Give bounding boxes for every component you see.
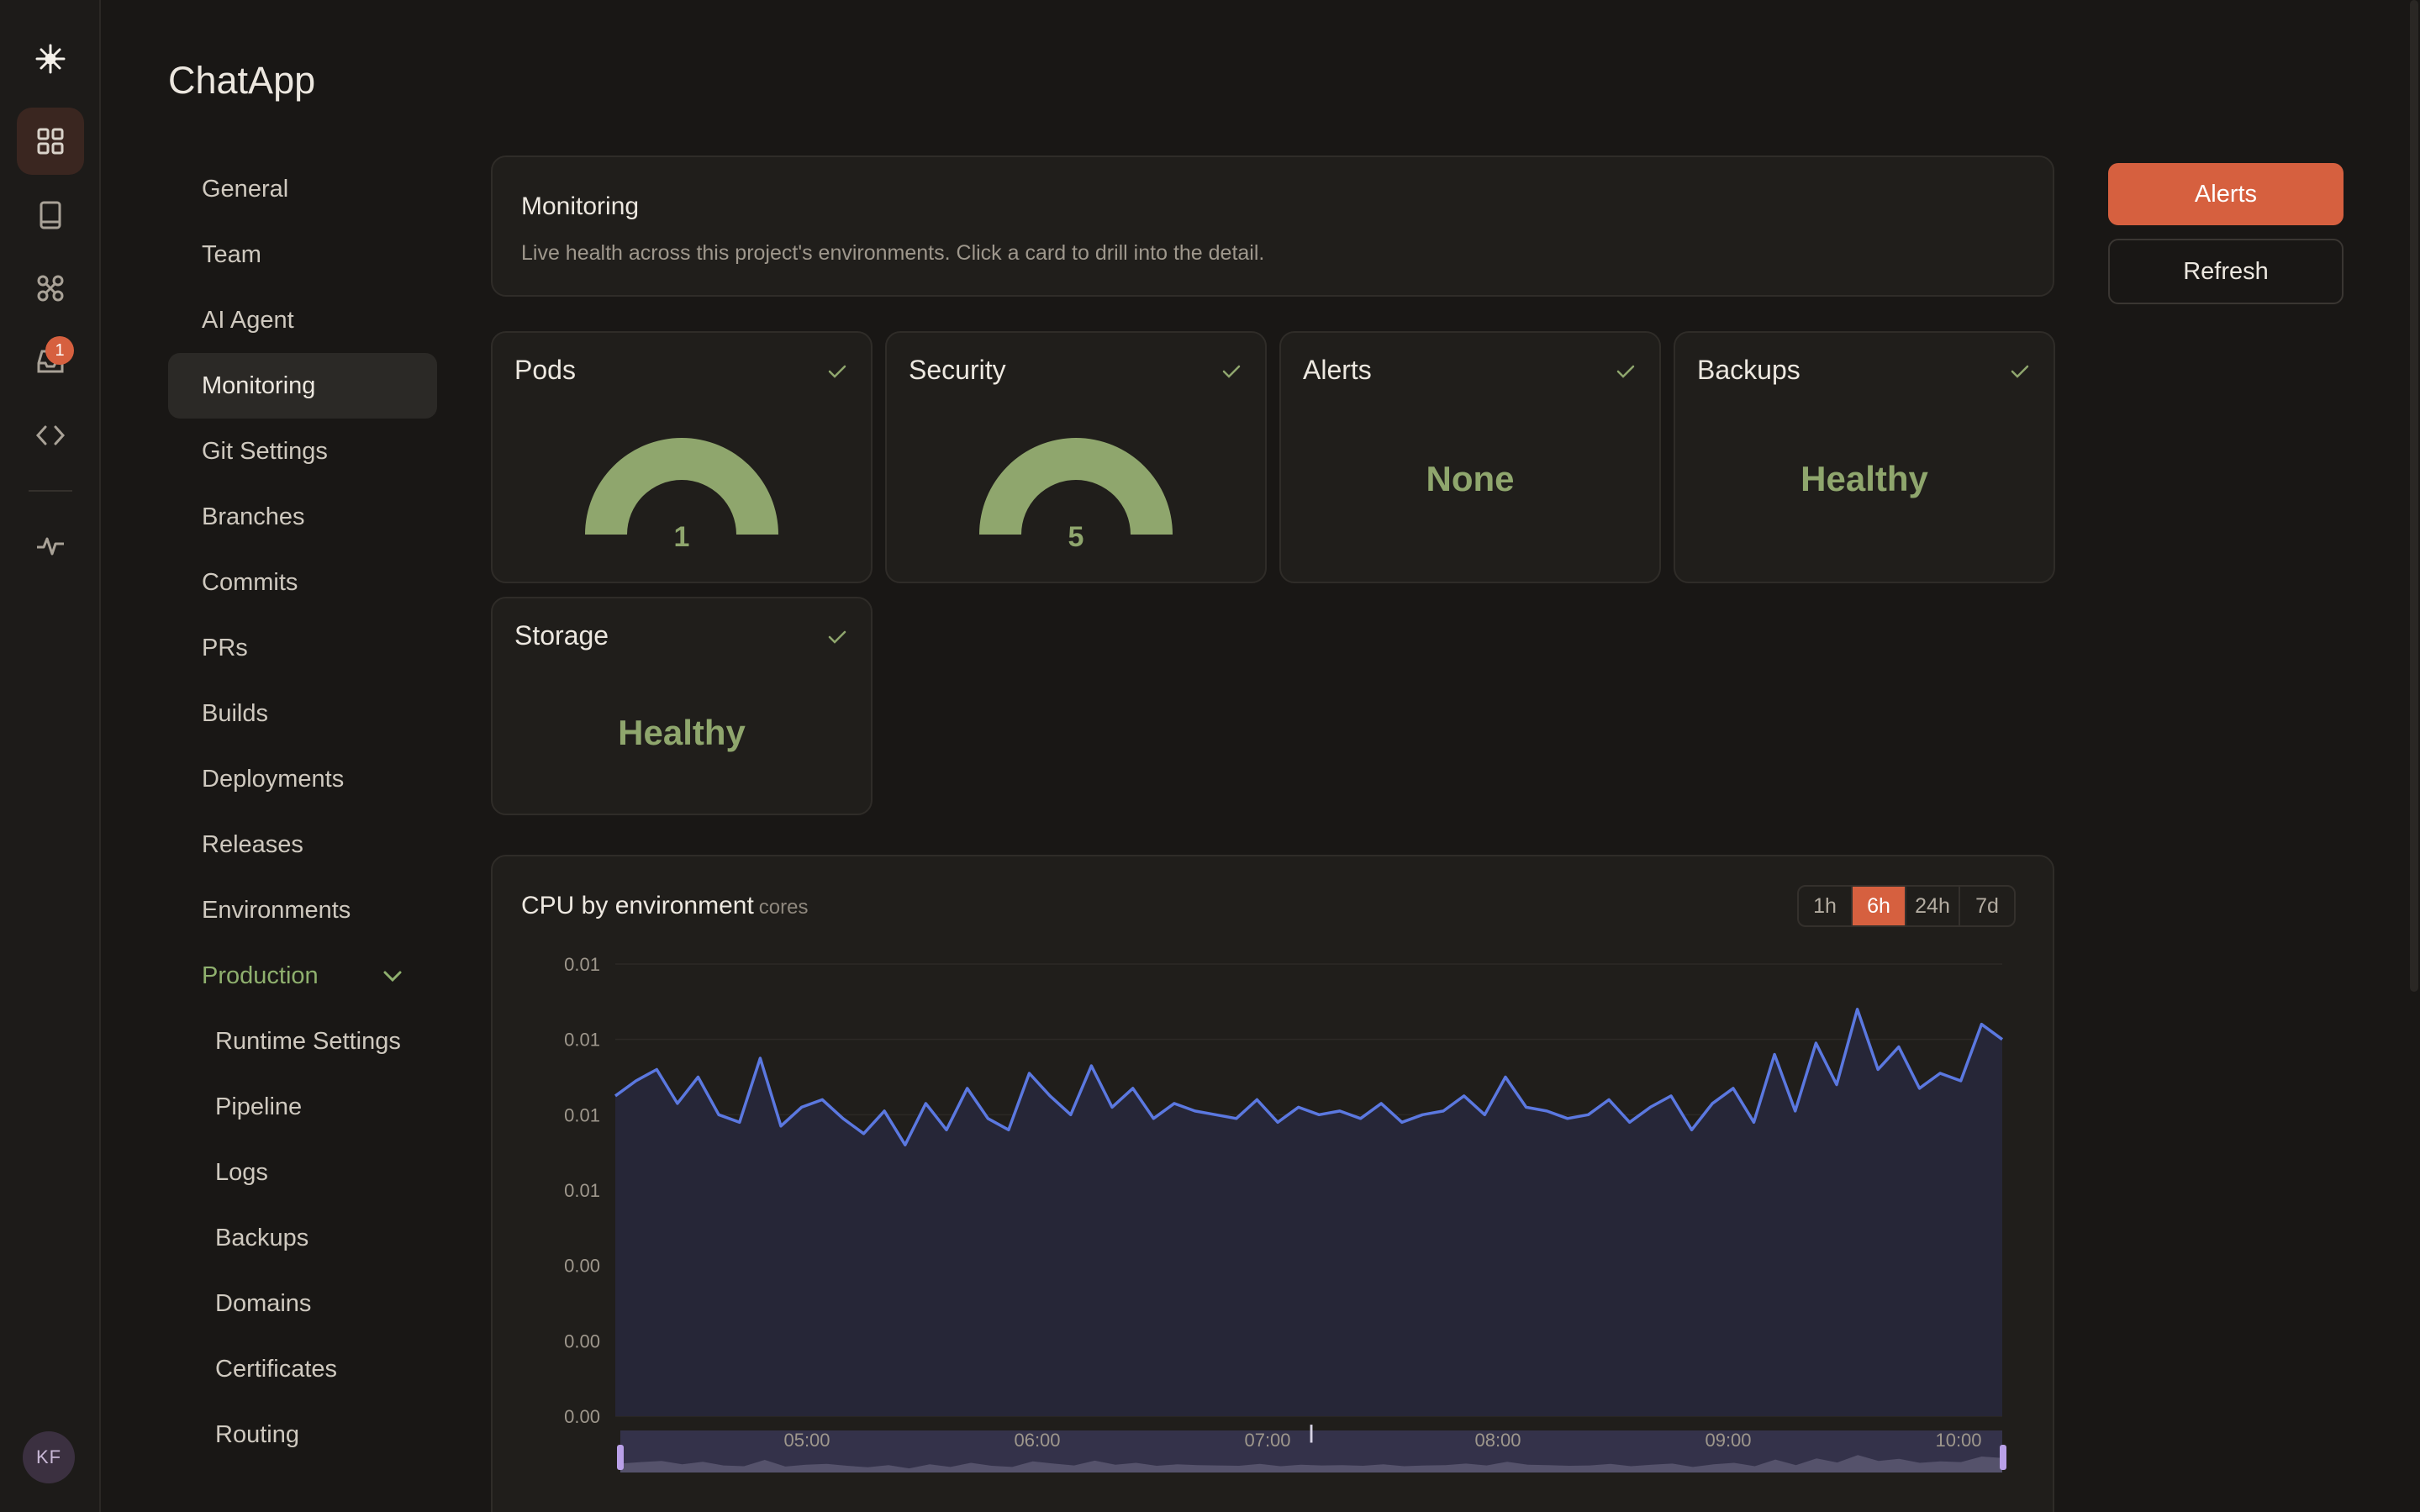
nav-item-branches[interactable]: Branches [202, 503, 305, 530]
x-tick-label: 05:00 [783, 1430, 830, 1451]
check-icon [1222, 365, 1241, 378]
nav-item-backups[interactable]: Backups [215, 1224, 309, 1251]
alerts-button[interactable]: Alerts [2108, 163, 2344, 225]
nav-item-general[interactable]: General [202, 175, 289, 203]
card-title: Alerts [1303, 355, 1372, 385]
integrations-icon[interactable] [17, 255, 84, 322]
x-tick-label: 08:00 [1474, 1430, 1521, 1451]
y-tick-label: 0.01 [564, 954, 600, 975]
nav-item-prs[interactable]: PRs [202, 634, 248, 661]
inbox-badge: 1 [45, 336, 74, 365]
cpu-chart[interactable]: 0.01 0.01 0.01 0.01 0.00 0.00 0.00 ┃ 05:00 06:00 0… [493, 856, 2056, 1512]
card-title: Security [909, 355, 1006, 385]
range-24h[interactable]: 24h [1906, 887, 1960, 925]
nav-group-label: Production [202, 961, 319, 989]
x-tick-label: 07:00 [1244, 1430, 1290, 1451]
card-status: None [1426, 459, 1515, 498]
range-7d[interactable]: 7d [1975, 893, 1999, 918]
nav-item-logs[interactable]: Logs [215, 1158, 268, 1186]
nav-item-pipeline[interactable]: Pipeline [215, 1093, 303, 1120]
chevron-down-icon [383, 971, 402, 983]
check-icon [2011, 365, 2029, 378]
navigator-handle-left [617, 1445, 624, 1470]
y-tick-label: 0.01 [564, 1030, 600, 1051]
card-title: Backups [1697, 355, 1801, 385]
scroll-thumb[interactable] [2410, 0, 2418, 992]
nav-item-environments[interactable]: Environments [202, 896, 351, 924]
range-6h[interactable]: 6h [1853, 887, 1906, 925]
navigator-grip-icon: ┃ [1307, 1425, 1316, 1443]
gauge [585, 438, 778, 535]
y-tick-label: 0.00 [564, 1256, 600, 1277]
icon-rail: 1 KF [0, 0, 101, 1512]
series-line [614, 1008, 2004, 1146]
grid-icon[interactable] [17, 108, 84, 175]
backups-card[interactable]: Backups Healthy [1674, 331, 2055, 583]
navigator-handle-right [2000, 1445, 2006, 1470]
avatar[interactable]: KF [23, 1431, 75, 1483]
gauge-value: 5 [1068, 521, 1084, 553]
series-area [615, 1009, 2002, 1416]
card-status: Healthy [1801, 459, 1928, 498]
y-tick-label: 0.01 [564, 1104, 600, 1125]
nav-item-deployments[interactable]: Deployments [202, 765, 345, 793]
nav-item-releases[interactable]: Releases [202, 830, 303, 858]
section-title: Monitoring [521, 192, 640, 220]
refresh-button[interactable]: Refresh [2108, 239, 2344, 304]
check-icon [828, 365, 846, 378]
card-status: Healthy [618, 713, 746, 752]
navigator-series [620, 1455, 2002, 1472]
gauge-value: 1 [673, 521, 690, 553]
code-icon[interactable] [17, 402, 84, 469]
nav-item-git-settings[interactable]: Git Settings [202, 437, 328, 465]
x-tick-label: 06:00 [1014, 1430, 1060, 1451]
storage-card[interactable]: Storage Healthy [491, 597, 873, 815]
nav-item-builds[interactable]: Builds [202, 699, 268, 727]
page-scrollbar[interactable] [2407, 0, 2420, 1512]
chart-title-text: CPU by environment [521, 892, 754, 919]
nav-group-production[interactable]: Production [168, 943, 437, 1009]
activity-icon[interactable] [17, 512, 84, 579]
chart-unit: cores [758, 896, 809, 919]
rail-divider [29, 490, 72, 492]
check-icon [828, 630, 846, 644]
section-description: Live health across this project's enviro… [521, 241, 1265, 265]
y-tick-label: 0.01 [564, 1180, 600, 1201]
card-title: Storage [514, 620, 609, 651]
x-tick-label: 10:00 [1935, 1430, 1981, 1451]
nav-item-commits[interactable]: Commits [202, 568, 298, 596]
nav-item-team[interactable]: Team [202, 240, 261, 268]
pods-card[interactable]: Pods 1 [491, 331, 873, 583]
nav-item-ai-agent[interactable]: AI Agent [202, 306, 294, 334]
nav-item-routing[interactable]: Routing [215, 1420, 299, 1448]
monitoring-header: Monitoring Live health across this proje… [491, 155, 2054, 297]
check-icon [1616, 365, 1635, 378]
time-range-selector: 1h 6h 24h 7d [1797, 885, 2016, 927]
card-title: Pods [514, 355, 576, 385]
settings-nav: General Team AI Agent Monitoring Git Set… [168, 156, 437, 1467]
nav-item-certificates[interactable]: Certificates [215, 1355, 338, 1383]
gauge [979, 438, 1173, 535]
book-icon[interactable] [17, 182, 84, 249]
y-tick-label: 0.00 [564, 1330, 600, 1351]
nav-item-monitoring[interactable]: Monitoring [168, 353, 437, 419]
alerts-card[interactable]: Alerts None [1279, 331, 1661, 583]
logo-icon[interactable] [17, 25, 84, 92]
project-title: ChatApp [168, 59, 316, 102]
range-1h[interactable]: 1h [1799, 887, 1853, 925]
cpu-chart-panel: CPU by environment cores 1h 6h 24h 7d 0.0… [491, 855, 2054, 1512]
nav-item-domains[interactable]: Domains [215, 1289, 312, 1317]
x-tick-label: 09:00 [1705, 1430, 1751, 1451]
nav-item-runtime-settings[interactable]: Runtime Settings [215, 1027, 401, 1055]
y-tick-label: 0.00 [564, 1406, 600, 1427]
chart-title: CPU by environment cores [521, 892, 808, 920]
security-card[interactable]: Security 5 [885, 331, 1267, 583]
